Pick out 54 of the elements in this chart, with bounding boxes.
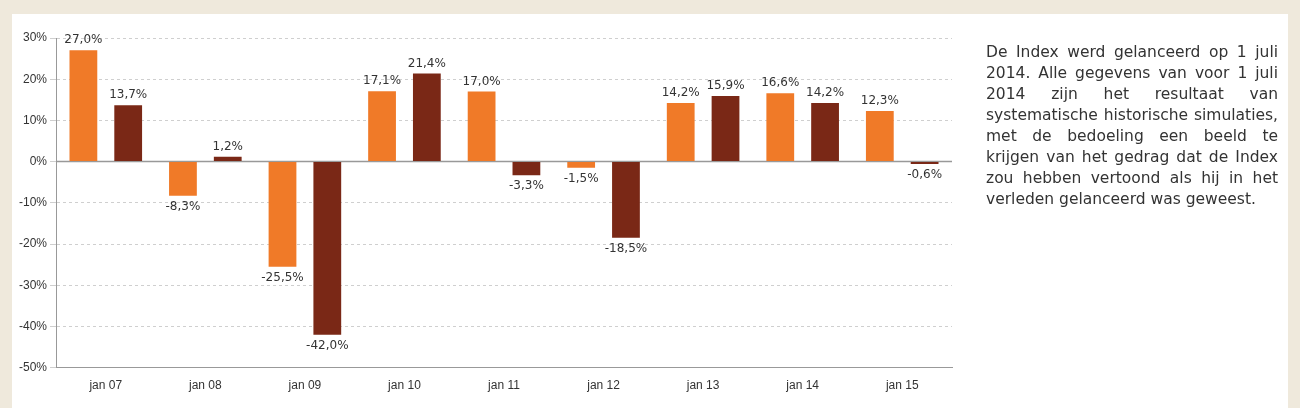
y-tick-label: 0% — [29, 153, 48, 168]
data-label: 17,1% — [362, 73, 402, 88]
bar — [467, 91, 496, 162]
y-tick-label: -50% — [19, 359, 48, 374]
data-label: 16,6% — [761, 75, 800, 90]
y-tick-label: 30% — [22, 30, 48, 45]
bar — [766, 93, 795, 162]
x-tick-label: jan 10 — [387, 378, 422, 393]
data-label: -25,5% — [261, 269, 304, 284]
x-tick-label: jan 11 — [487, 378, 521, 393]
bar — [567, 162, 596, 168]
bar — [412, 73, 441, 162]
x-tick-label: jan 14 — [785, 378, 820, 393]
data-label: 17,0% — [462, 73, 501, 88]
x-tick-label: jan 08 — [187, 378, 223, 393]
y-tick-label: 20% — [22, 71, 48, 86]
data-label: -8,3% — [165, 198, 201, 213]
data-label: -1,5% — [563, 170, 599, 185]
x-tick-label: jan 07 — [88, 378, 123, 393]
x-tick-label: jan 12 — [586, 378, 621, 393]
bar — [512, 162, 541, 176]
x-tick-label: jan 09 — [287, 378, 322, 393]
x-tick-label: jan 15 — [884, 378, 919, 393]
y-tick-label: -30% — [19, 277, 48, 292]
bar — [313, 162, 342, 335]
bar — [811, 103, 839, 162]
y-tick-label: 10% — [22, 112, 48, 127]
data-label: 14,2% — [661, 85, 700, 100]
bar — [612, 162, 640, 238]
data-label: 21,4% — [407, 55, 446, 70]
bar — [666, 103, 695, 162]
data-label: 12,3% — [860, 93, 899, 108]
data-label: 1,2% — [212, 138, 243, 153]
bar — [213, 156, 242, 162]
data-label: -42,0% — [306, 337, 349, 352]
data-label: 14,2% — [806, 85, 845, 100]
y-tick-label: -10% — [19, 195, 48, 210]
y-tick-label: -40% — [19, 318, 48, 333]
bar — [865, 110, 894, 162]
data-label: 15,9% — [706, 78, 745, 93]
data-label: 27,0% — [64, 32, 103, 47]
x-tick-label: jan 13 — [685, 378, 720, 393]
bar — [114, 105, 143, 162]
bar — [169, 162, 197, 196]
text: De Index werd gelanceerd op 1 juli 2014. Alle gegevens van voor 1 juli 2014 zijn het resultaat van systematische historische simulaties, met de bedoeling een beeld te krijgen van het gedrag dat de Index zou hebben vertoond als hij in het verleden gelanceerd was geweest. — [986, 42, 1278, 210]
bar — [711, 96, 740, 162]
data-label: 13,7% — [109, 87, 148, 102]
bar — [368, 91, 396, 162]
data-label: -0,6% — [907, 167, 943, 182]
bar — [69, 50, 98, 162]
bar — [268, 162, 297, 267]
y-tick-label: -20% — [19, 236, 48, 251]
data-label: -3,3% — [508, 178, 544, 193]
data-label: -18,5% — [604, 240, 648, 255]
